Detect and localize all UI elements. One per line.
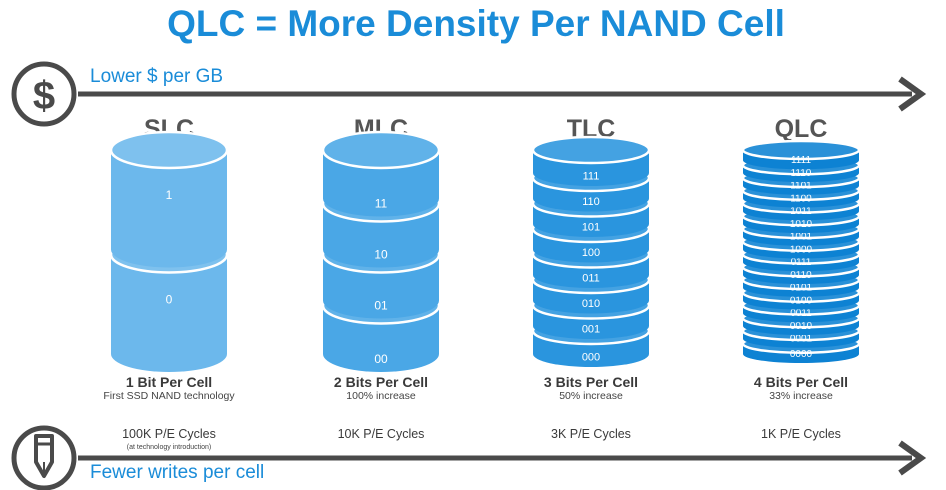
bit-state-label: 110	[582, 196, 600, 208]
cost-arrow: $ Lower $ per GB	[11, 61, 927, 127]
bits-per-cell: 4 Bits Per Cell	[754, 374, 848, 390]
bit-state-layer: 1111	[741, 139, 861, 170]
bits-per-cell: 3 Bits Per Cell	[544, 374, 638, 390]
bits-increase: 50% increase	[559, 390, 623, 402]
endurance-arrow-label: Fewer writes per cell	[90, 462, 264, 483]
cell-name: QLC	[775, 115, 828, 143]
bit-state-label: 00	[374, 352, 388, 366]
bit-state-label: 010	[582, 298, 600, 310]
bit-state-label: 1000	[790, 244, 813, 255]
bits-increase: First SSD NAND technology	[103, 390, 235, 402]
layer-top	[321, 130, 441, 170]
cost-arrow-label: Lower $ per GB	[90, 66, 223, 87]
bit-state-label: 0111	[791, 257, 812, 268]
page-title: QLC = More Density Per NAND Cell	[167, 3, 785, 44]
pen-icon	[11, 425, 77, 490]
bit-state-label: 1011	[790, 206, 812, 217]
bit-state-label: 0011	[790, 308, 812, 319]
pe-cycles: 10K P/E Cycles	[338, 427, 425, 441]
bits-increase: 100% increase	[346, 390, 416, 402]
bit-state-label: 001	[582, 323, 600, 335]
bit-state-label: 0001	[790, 334, 813, 345]
bit-state-label: 101	[582, 221, 600, 233]
bit-state-label: 0101	[790, 283, 813, 294]
pe-cycles: 3K P/E Cycles	[551, 427, 631, 441]
bit-state-label: 0100	[790, 295, 813, 306]
bit-state-label: 0110	[790, 270, 812, 281]
layer-top	[531, 135, 651, 165]
bit-state-layer: 1	[109, 130, 229, 268]
bit-state-label: 1	[166, 188, 173, 202]
cost-arrow-head	[898, 76, 927, 112]
bit-state-label: 01	[374, 299, 388, 313]
bit-state-label: 1010	[790, 219, 813, 230]
bit-state-label: 0000	[790, 349, 813, 360]
bit-state-label: 1001	[790, 232, 813, 243]
cell-stack-tlc: 000 001 010 011 100 101 110 111	[531, 135, 651, 367]
endurance-arrow-head	[898, 440, 927, 476]
bit-state-layer: 111	[531, 135, 651, 186]
cell-qlc: QLC0000000100100011010001010110011110001…	[741, 115, 861, 441]
layer-top	[741, 139, 861, 161]
bit-state-label: 1101	[790, 181, 812, 192]
layer-body	[111, 150, 227, 268]
bit-state-label: 111	[583, 170, 600, 182]
bits-per-cell: 2 Bits Per Cell	[334, 374, 428, 390]
cell-stack-slc: 01	[109, 130, 229, 372]
bit-state-label: 1100	[790, 193, 812, 204]
pe-cycles-note: (at technology introduction)	[127, 444, 211, 451]
bit-state-label: 1110	[791, 168, 812, 179]
cell-stack-mlc: 00 01 10 11	[321, 130, 441, 372]
pe-cycles: 1K P/E Cycles	[761, 427, 841, 441]
bits-per-cell: 1 Bit Per Cell	[126, 374, 212, 390]
bit-state-label: 100	[582, 247, 600, 259]
bit-state-label: 1111	[791, 155, 811, 166]
layer-top	[109, 130, 229, 170]
bit-state-label: 0	[166, 292, 173, 306]
bit-state-label: 011	[582, 272, 600, 284]
dollar-icon: $	[11, 61, 77, 127]
layer-body	[111, 254, 227, 372]
bit-state-label: 000	[582, 351, 600, 363]
bit-state-label: 11	[375, 197, 388, 211]
pe-cycles: 100K P/E Cycles	[122, 427, 216, 441]
bits-increase: 33% increase	[769, 390, 833, 402]
bit-state-label: 0010	[790, 321, 813, 332]
svg-text:$: $	[33, 74, 55, 118]
bit-state-layer: 11	[321, 130, 441, 217]
bit-state-label: 10	[374, 248, 388, 262]
endurance-arrow: Fewer writes per cell	[11, 425, 927, 490]
